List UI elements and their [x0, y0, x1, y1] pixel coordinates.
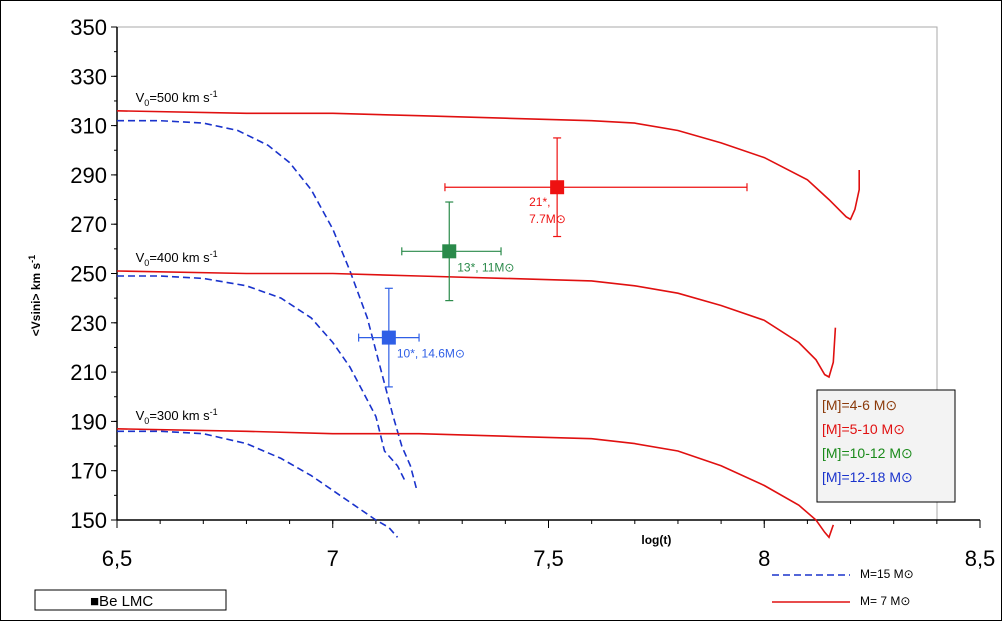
point-0-marker	[550, 180, 565, 195]
velocity-label-1: V0=400 km s-1	[136, 249, 218, 268]
line-legend-label-1: M= 7 M⊙	[860, 594, 910, 608]
point-2-marker	[381, 330, 396, 345]
series-0-curve-1	[117, 275, 407, 484]
point-0-label2: 7.7M⊙	[529, 212, 566, 226]
velocity-annotations: V0=500 km s-1 V0=400 km s-1 V0=300 km s-1	[136, 89, 218, 426]
y-tick-label: 350	[70, 15, 107, 40]
legend-entry-2: [M]=10-12 M⊙	[822, 445, 913, 461]
y-tick-label: 290	[70, 163, 107, 188]
be-lmc-label: ■Be LMC	[90, 593, 153, 610]
x-axis-label: log(t)	[641, 533, 671, 547]
x-tick-label: 8,5	[965, 546, 996, 571]
y-tick-label: 330	[70, 64, 107, 89]
series-1-curve-0	[116, 110, 861, 221]
velocity-label-0: V0=500 km s-1	[136, 89, 218, 108]
y-tick-label: 170	[70, 459, 107, 484]
y-axis-label: <Vsini> km s-1	[27, 255, 43, 336]
legend-entry-3: [M]=12-18 M⊙	[822, 469, 913, 485]
velocity-label-2: V0=300 km s-1	[136, 407, 218, 426]
point-1-label1: 13*, 11M⊙	[457, 260, 514, 274]
y-tick-label: 150	[70, 508, 107, 533]
series-1-curve-2	[116, 428, 835, 539]
y-tick-label: 230	[70, 311, 107, 336]
legend: [M]=4-6 M⊙ [M]=5-10 M⊙ [M]=10-12 M⊙ [M]=12-…	[34, 389, 956, 611]
legend-entry-1: [M]=5-10 M⊙	[822, 421, 905, 437]
y-tick-label: 250	[70, 262, 107, 287]
be-lmc-box	[34, 589, 227, 611]
axes: 150 170 190 210 230 250 270 290 310 330 350 6,5 7 7,5…	[27, 15, 995, 571]
data-points: 21*, 7.7M⊙ 13*, 11M⊙ 10*, 14.6M⊙	[358, 137, 748, 388]
y-tick-label: 270	[70, 212, 107, 237]
point-1-marker	[442, 244, 457, 259]
legend-box	[816, 389, 956, 503]
y-tick-label: 310	[70, 114, 107, 139]
x-tick-label: 7	[327, 546, 339, 571]
model-curves	[116, 110, 861, 539]
point-0-label1: 21*,	[529, 195, 550, 209]
x-tick-label: 8	[758, 546, 770, 571]
y-tick-label: 190	[70, 409, 107, 434]
legend-entry-0: [M]=4-6 M⊙	[822, 397, 897, 413]
line-legend-label-0: M=15 M⊙	[860, 567, 914, 581]
series-1-curve-1	[116, 270, 837, 379]
series-0-curve-2	[117, 430, 399, 538]
point-2-label1: 10*, 14.6M⊙	[397, 347, 465, 361]
x-tick-label: 6,5	[102, 546, 133, 571]
x-tick-label: 7,5	[533, 546, 564, 571]
y-tick-label: 210	[70, 360, 107, 385]
